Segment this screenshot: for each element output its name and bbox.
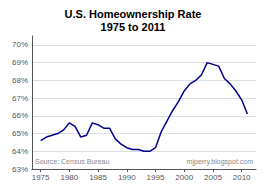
svg-text:mjperry.blogspot.com: mjperry.blogspot.com bbox=[187, 158, 254, 166]
svg-text:69%: 69% bbox=[12, 58, 28, 67]
svg-text:67%: 67% bbox=[12, 94, 28, 103]
svg-text:70%: 70% bbox=[12, 40, 28, 49]
svg-text:2010: 2010 bbox=[233, 173, 251, 182]
svg-text:2005: 2005 bbox=[204, 173, 222, 182]
svg-text:68%: 68% bbox=[12, 76, 28, 85]
svg-text:1985: 1985 bbox=[89, 173, 107, 182]
svg-text:1980: 1980 bbox=[60, 173, 78, 182]
svg-text:63%: 63% bbox=[12, 165, 28, 174]
svg-text:2000: 2000 bbox=[175, 173, 193, 182]
svg-text:64%: 64% bbox=[12, 147, 28, 156]
svg-text:1975 to 2011: 1975 to 2011 bbox=[101, 21, 166, 33]
svg-text:1990: 1990 bbox=[118, 173, 136, 182]
svg-text:1995: 1995 bbox=[147, 173, 165, 182]
svg-text:66%: 66% bbox=[12, 111, 28, 120]
svg-text:65%: 65% bbox=[12, 129, 28, 138]
svg-text:U.S. Homeownership Rate: U.S. Homeownership Rate bbox=[65, 8, 202, 20]
svg-text:1975: 1975 bbox=[32, 173, 50, 182]
svg-text:Source: Census Bureau: Source: Census Bureau bbox=[35, 158, 109, 165]
